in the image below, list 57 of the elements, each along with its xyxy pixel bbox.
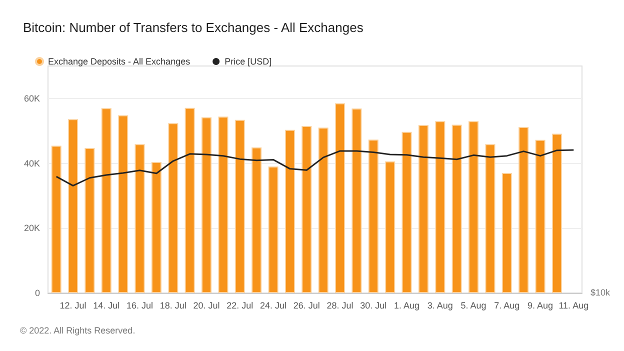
- bar: [302, 126, 312, 293]
- bar: [535, 140, 546, 293]
- bar: [252, 147, 262, 293]
- bar: [352, 108, 362, 293]
- y-tick-label: 20K: [24, 223, 40, 234]
- y-tick-label: 40K: [24, 158, 40, 168]
- bar: [385, 161, 396, 293]
- x-tick-label: 12. Jul: [60, 300, 86, 310]
- legend-label: Exchange Deposits - All Exchanges: [48, 56, 191, 66]
- y-tick-label: 0: [34, 288, 40, 298]
- bar: [202, 117, 212, 293]
- bar: [101, 108, 112, 293]
- x-tick-label: 30. Jul: [360, 300, 387, 310]
- x-tick-label: 24. Jul: [260, 300, 287, 310]
- x-tick-label: 28. Jul: [326, 300, 354, 310]
- bar: [218, 116, 228, 293]
- x-tick-label: 7. Aug: [494, 300, 520, 310]
- bar: [151, 162, 162, 293]
- bar: [335, 103, 346, 293]
- bar: [51, 146, 62, 293]
- x-tick-label: 20. Jul: [193, 300, 220, 310]
- x-tick-label: 26. Jul: [293, 300, 320, 310]
- text: $10k: [590, 288, 610, 298]
- bar: [84, 148, 95, 293]
- bar: [184, 108, 195, 293]
- y-tick-label: 60K: [24, 93, 40, 104]
- bar: [68, 119, 78, 293]
- line-series: [56, 149, 574, 186]
- x-tick-label: 5. Aug: [460, 300, 486, 310]
- x-tick-label: 11. Aug: [558, 300, 589, 310]
- bar: [318, 128, 328, 293]
- x-tick-label: 1. Aug: [394, 300, 420, 310]
- x-tick-label: 14. Jul: [93, 300, 120, 310]
- bar: [118, 115, 128, 293]
- bar: [134, 144, 145, 293]
- bar: [502, 173, 512, 293]
- bar: [402, 132, 412, 293]
- bar: [435, 121, 446, 293]
- x-tick-label: 16. Jul: [126, 300, 154, 310]
- text: © 2022. All Rights Reserved.: [20, 326, 136, 336]
- bar: [234, 120, 245, 293]
- x-tick-label: 22. Jul: [226, 300, 254, 310]
- bar: [168, 123, 178, 293]
- legend-label: Price [USD]: [224, 56, 272, 66]
- bar: [268, 166, 278, 293]
- bar: [284, 130, 295, 293]
- bar: [552, 134, 562, 293]
- bar: [485, 144, 496, 293]
- bar: [368, 140, 378, 293]
- bar: [518, 126, 529, 293]
- x-tick-label: 18. Jul: [160, 300, 186, 310]
- bar: [452, 124, 462, 293]
- bar: [418, 125, 428, 293]
- x-tick-label: 9. Aug: [528, 300, 554, 310]
- x-tick-label: 3. Aug: [427, 300, 453, 310]
- bar: [468, 121, 479, 293]
- chart-title: Bitcoin: Number of Transfers to Exchanges - All Exchanges: [23, 20, 364, 35]
